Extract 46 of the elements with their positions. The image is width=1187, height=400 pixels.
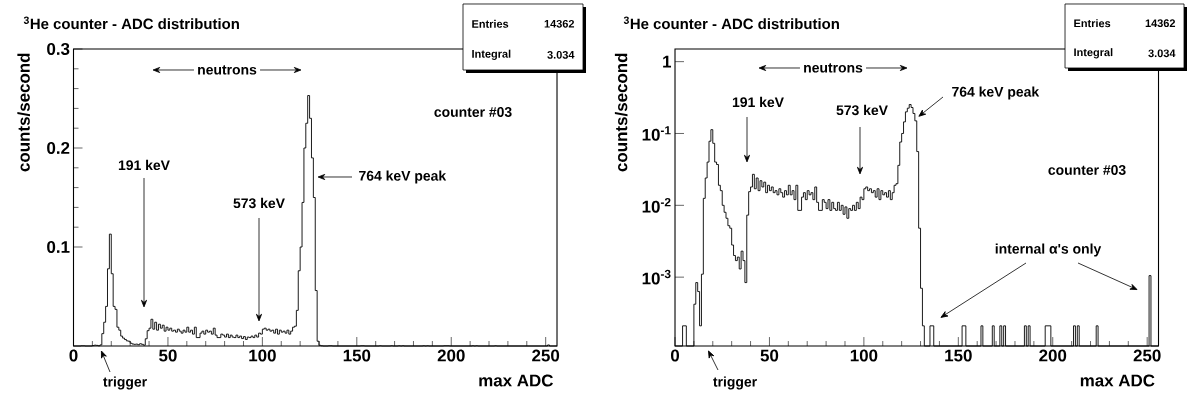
x-tick-label: 200 (437, 349, 465, 362)
chart-title: $^{3}$He counter - ADC distribution (623, 16, 839, 30)
y-tick-label: 10$^{-1}$ (642, 126, 671, 141)
x-tick-label: 50 (159, 349, 177, 362)
text: 14362 (544, 19, 575, 28)
annotation: internal α's only (995, 243, 1102, 257)
y-tick-label: 10$^{-3}$ (642, 269, 671, 285)
text: Entries (1074, 19, 1111, 28)
x-tick-label: 0 (69, 349, 78, 362)
x-axis-title: max ADC (1080, 374, 1155, 387)
x-tick-label: 0 (670, 349, 680, 362)
x-tick-label: 250 (1133, 349, 1161, 362)
y-tick-label: 0.3 (47, 42, 70, 56)
annotation: counter #03 (1048, 165, 1126, 175)
annotation: 573 keV (233, 197, 285, 209)
y-axis-title: counts/second (17, 53, 30, 172)
y-tick-label: 0.1 (47, 241, 70, 253)
x-tick-label: 150 (343, 349, 371, 362)
y-tick-label: 0.2 (47, 142, 70, 154)
annotation: 191 keV (118, 159, 170, 171)
x-tick-label: 250 (532, 349, 560, 362)
annotation: 764 keV peak (359, 170, 447, 184)
x-axis-title: max ADC (479, 374, 553, 387)
annotation: 573 keV (836, 104, 888, 116)
annotation: 191 keV (732, 96, 784, 108)
x-tick-label: 200 (1039, 349, 1067, 362)
annotation: counter #03 (434, 107, 512, 117)
chart-title: $^{3}$He counter - ADC distribution (23, 16, 239, 30)
text: trigger (103, 376, 147, 390)
x-tick-label: 150 (945, 349, 972, 362)
annotation: 764 keV peak (952, 86, 1040, 100)
y-tick-label: 10$^{-2}$ (642, 197, 671, 213)
x-tick-label: 100 (850, 349, 878, 362)
x-tick-label: 100 (249, 349, 276, 362)
x-tick-label: 50 (760, 349, 779, 362)
annotation: 3.034 (1148, 49, 1176, 58)
annotation: 3.034 (547, 50, 575, 59)
y-tick-label: 1 (663, 55, 672, 68)
text: 14362 (1145, 19, 1176, 28)
annotation: Integral (472, 49, 511, 60)
annotation: Integral (1074, 48, 1113, 59)
y-axis-title: counts/second (614, 53, 628, 172)
annotation: neutrons (804, 63, 863, 73)
annotation: neutrons (198, 65, 257, 75)
text: trigger (713, 376, 757, 390)
text: Entries (472, 19, 509, 28)
